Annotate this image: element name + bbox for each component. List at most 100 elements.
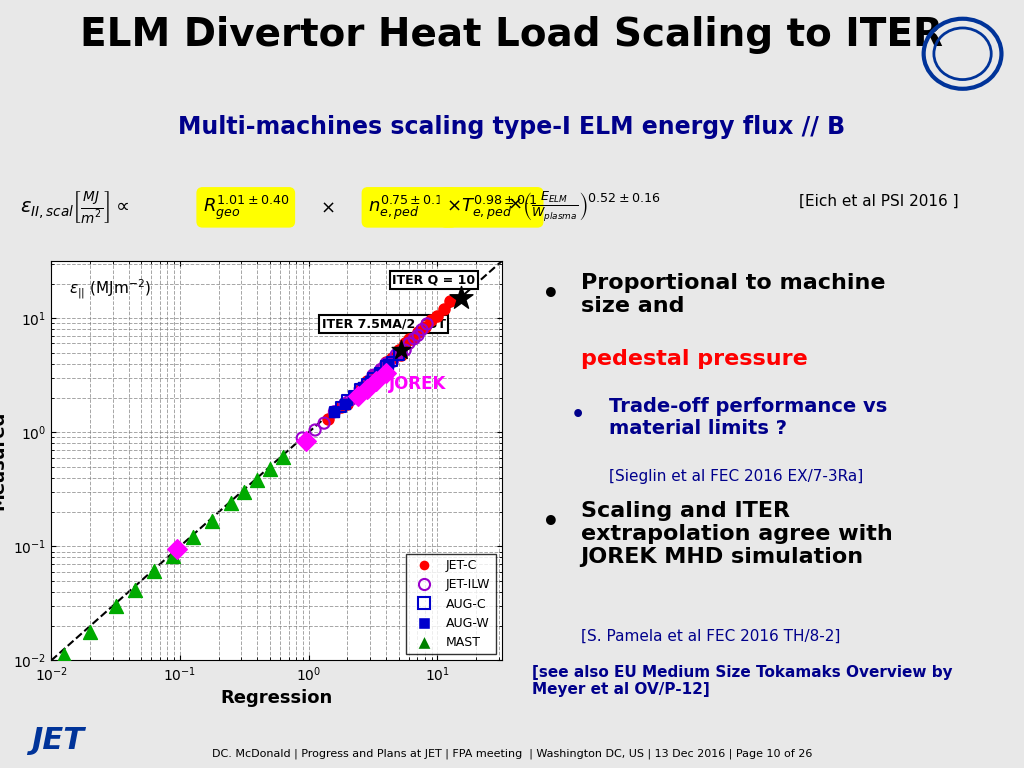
JET-ILW (372, 367, 388, 379)
JET-C (442, 295, 459, 307)
JET-ILW (407, 333, 423, 345)
MAST (56, 649, 73, 661)
JET-ILW (307, 424, 324, 436)
JET-C (423, 314, 439, 326)
Text: $\times T_{e,ped}^{0.98\pm0.1}$: $\times T_{e,ped}^{0.98\pm0.1}$ (445, 194, 538, 221)
Text: Multi-machines scaling type-I ELM energy flux // B: Multi-machines scaling type-I ELM energy… (178, 114, 846, 139)
JET-ILW (294, 432, 310, 444)
AUG-C (365, 372, 381, 384)
JET-ILW (368, 369, 384, 382)
X-axis label: Regression: Regression (220, 690, 333, 707)
JET-ILW (358, 378, 375, 390)
JET-ILW (375, 362, 391, 375)
Text: Scaling and ITER
extrapolation agree with
JOREK MHD simulation: Scaling and ITER extrapolation agree wit… (581, 501, 892, 567)
JET-ILW (378, 358, 394, 370)
Point (349, 389, 366, 402)
Text: pedestal pressure: pedestal pressure (581, 349, 807, 369)
JET-C (417, 321, 433, 333)
Text: •: • (571, 405, 586, 425)
JET-ILW (373, 363, 389, 376)
AUG-C (327, 406, 343, 418)
Text: Proportional to machine
size and: Proportional to machine size and (581, 273, 885, 316)
Text: $\varepsilon_{II,scal}\left[\frac{MJ}{m^2}\right] \propto$: $\varepsilon_{II,scal}\left[\frac{MJ}{m^… (20, 190, 130, 225)
JET-C (390, 344, 407, 356)
Text: [Eich et al PSI 2016 ]: [Eich et al PSI 2016 ] (799, 194, 958, 209)
JET-C (378, 356, 394, 368)
JET-C (397, 337, 414, 349)
JET-C (390, 344, 407, 356)
AUG-C (339, 394, 355, 406)
JET-C (319, 412, 336, 425)
JET-ILW (393, 346, 410, 359)
MAST (184, 531, 201, 544)
MAST (165, 549, 181, 561)
Text: $\varepsilon_{||}$ (MJm$^{-2}$): $\varepsilon_{||}$ (MJm$^{-2}$) (70, 277, 152, 301)
JET-C (429, 310, 445, 322)
Point (358, 382, 375, 395)
JET-C (435, 303, 452, 315)
Text: $\times \left(\frac{E_{ELM}}{W_{plasma}}\right)^{0.52\pm0.16}$: $\times \left(\frac{E_{ELM}}{W_{plasma}}… (507, 190, 660, 224)
Text: •: • (542, 281, 560, 309)
AUG-C (352, 382, 369, 395)
JET-C (372, 367, 388, 379)
Text: ITER 7.5MA/2.65T: ITER 7.5MA/2.65T (322, 317, 445, 330)
AUG-W (380, 358, 396, 370)
Text: $\times$: $\times$ (321, 198, 335, 217)
JET-C (384, 352, 400, 364)
Point (169, 542, 185, 554)
Text: •: • (542, 508, 560, 537)
AUG-W (327, 406, 343, 418)
Point (368, 375, 384, 387)
Text: $n_{e,ped}^{0.75\pm0.15}$: $n_{e,ped}^{0.75\pm0.15}$ (368, 194, 452, 221)
Text: DC. McDonald | Progress and Plans at JET | FPA meeting  | Washington DC, US | 13: DC. McDonald | Progress and Plans at JET… (212, 749, 812, 760)
JET-C (345, 389, 361, 402)
JET-C (410, 326, 426, 338)
Text: [S. Pamela et al FEC 2016 TH/8-2]: [S. Pamela et al FEC 2016 TH/8-2] (581, 628, 840, 644)
JET-ILW (410, 329, 426, 342)
AUG-W (362, 375, 379, 387)
MAST (274, 452, 291, 464)
JET-ILW (345, 392, 361, 404)
JET-C (378, 360, 394, 372)
JET-C (358, 375, 375, 387)
JET-ILW (384, 356, 400, 368)
AUG-C (358, 378, 375, 390)
JET-ILW (342, 394, 358, 406)
JET-ILW (414, 323, 430, 336)
JET-C (333, 401, 349, 413)
AUG-C (390, 349, 407, 361)
JET-ILW (397, 344, 414, 356)
MAST (223, 497, 240, 509)
Text: ITER Q = 10: ITER Q = 10 (392, 274, 475, 287)
JET-ILW (419, 318, 435, 330)
Text: JET: JET (31, 726, 84, 755)
Point (298, 435, 314, 448)
MAST (108, 600, 124, 612)
AUG-W (354, 380, 371, 392)
AUG-C (378, 360, 394, 372)
JET-ILW (365, 369, 381, 382)
JET-ILW (352, 382, 369, 395)
MAST (262, 462, 279, 475)
JET-ILW (388, 349, 404, 361)
MAST (204, 515, 220, 528)
AUG-C (333, 401, 349, 413)
AUG-C (372, 367, 388, 379)
Text: ELM Divertor Heat Load Scaling to ITER: ELM Divertor Heat Load Scaling to ITER (81, 16, 943, 54)
AUG-C (384, 356, 400, 368)
AUG-W (372, 367, 388, 379)
Legend: JET-C, JET-ILW, AUG-C, AUG-W, MAST: JET-C, JET-ILW, AUG-C, AUG-W, MAST (406, 554, 496, 654)
JET-C (365, 372, 381, 384)
MAST (237, 485, 253, 498)
AUG-W (345, 389, 361, 402)
Point (393, 344, 410, 356)
JET-C (352, 382, 369, 395)
Point (453, 292, 469, 304)
MAST (82, 626, 98, 638)
JET-ILW (327, 406, 343, 418)
Y-axis label: Measured: Measured (0, 411, 7, 511)
Text: Trade-off performance vs
material limits ?: Trade-off performance vs material limits… (609, 397, 888, 438)
JET-ILW (380, 358, 396, 370)
Point (378, 367, 394, 379)
JET-C (339, 398, 355, 410)
